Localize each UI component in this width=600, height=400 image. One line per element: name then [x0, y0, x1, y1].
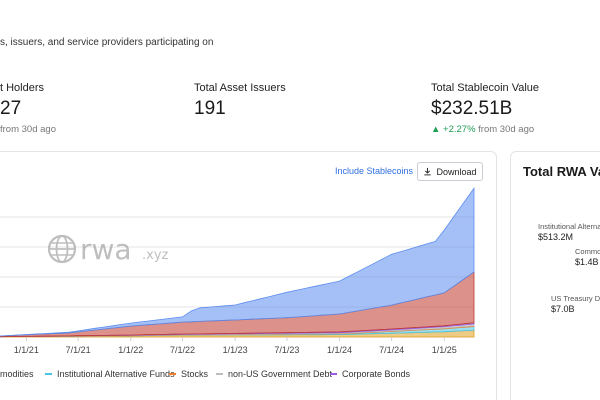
x-tick-label: 7/1/21: [66, 345, 91, 355]
x-tick-label: 7/1/22: [170, 345, 195, 355]
stat-holders-change: from 30d ago: [0, 124, 56, 135]
legend-item-commodities[interactable]: modities: [0, 369, 34, 379]
legend-institutional-label: Institutional Alternative Funds: [57, 369, 175, 379]
stat-issuers-value: 191: [194, 98, 226, 119]
include-stablecoins-link[interactable]: Include Stablecoins: [335, 166, 414, 176]
stat-stablecoin-change-up: ▲ +2.27%: [431, 124, 476, 135]
legend-corporate-bonds-label: Corporate Bonds: [342, 369, 411, 379]
summary-item-institutional-value: $513.2M: [538, 232, 574, 242]
legend-stocks-label: Stocks: [181, 369, 209, 379]
x-tick-label: 1/1/23: [223, 345, 248, 355]
legend-swatch-non-us-gov: [216, 373, 223, 375]
x-tick-label: 1/1/25: [432, 345, 457, 355]
x-tick-label: 1/1/22: [118, 345, 143, 355]
legend-non-us-gov-label: non-US Government Debt: [228, 369, 333, 379]
area-us-treasury-debt: [0, 187, 475, 337]
globe-icon: [47, 234, 77, 264]
stat-stablecoin-change: ▲ +2.27% from 30d ago: [431, 124, 534, 135]
download-label: Download: [436, 166, 477, 177]
stat-stablecoin-change-text: from 30d ago: [478, 124, 535, 135]
stat-issuers-label: Total Asset Issuers: [194, 82, 286, 94]
summary-item-treasury-label: US Treasury D: [551, 294, 600, 303]
summary-item-commodities-value: $1.4B: [575, 257, 599, 267]
stat-holders-value: 27: [0, 98, 22, 119]
rwa-watermark: rwa .xyz: [47, 233, 169, 266]
legend-swatch-corporate-bonds: [330, 373, 337, 375]
stat-holders-label: t Holders: [0, 82, 45, 94]
summary-title: Total RWA Valu: [523, 164, 600, 179]
x-tick-label: 7/1/24: [379, 345, 404, 355]
summary-item-institutional-label: Institutional Alterna: [538, 222, 600, 231]
legend-commodities-label: modities: [0, 369, 34, 379]
x-axis-ticks: 1/1/21 7/1/21 1/1/22 7/1/22 1/1/23 7/1/23 1/1/…: [14, 337, 457, 355]
legend-swatch-stocks: [169, 373, 176, 375]
watermark-text: rwa: [80, 233, 132, 266]
legend-item-corporate-bonds[interactable]: Corporate Bonds: [330, 369, 410, 379]
download-icon: [424, 167, 432, 176]
summary-panel: [510, 151, 600, 400]
stat-holders-change-text: from 30d ago: [0, 124, 56, 135]
page-subtitle: s, issuers, and service providers partic…: [0, 37, 214, 48]
legend-swatch-institutional: [45, 373, 52, 375]
legend-item-stocks[interactable]: Stocks: [169, 369, 208, 379]
chart-areas: [0, 187, 475, 338]
summary-item-commodities-label: Commo: [575, 247, 600, 256]
x-tick-label: 1/1/21: [14, 345, 39, 355]
summary-item-treasury-value: $7.0B: [551, 304, 575, 314]
stat-stablecoin-label: Total Stablecoin Value: [431, 82, 540, 94]
watermark-suffix: .xyz: [142, 248, 169, 263]
rwa-value-chart: rwa .xyz 1/1/21 7/1/21 1/1/22 7/1/22 1/1/23 7…: [0, 187, 475, 355]
legend-item-non-us-government-debt[interactable]: non-US Government Debt: [216, 369, 332, 379]
stat-stablecoin-value: $232.51B: [431, 98, 513, 119]
x-tick-label: 1/1/24: [327, 345, 352, 355]
download-button[interactable]: Download: [417, 162, 483, 181]
x-tick-label: 7/1/23: [274, 345, 299, 355]
legend-item-institutional-alternative-funds[interactable]: Institutional Alternative Funds: [45, 369, 175, 379]
